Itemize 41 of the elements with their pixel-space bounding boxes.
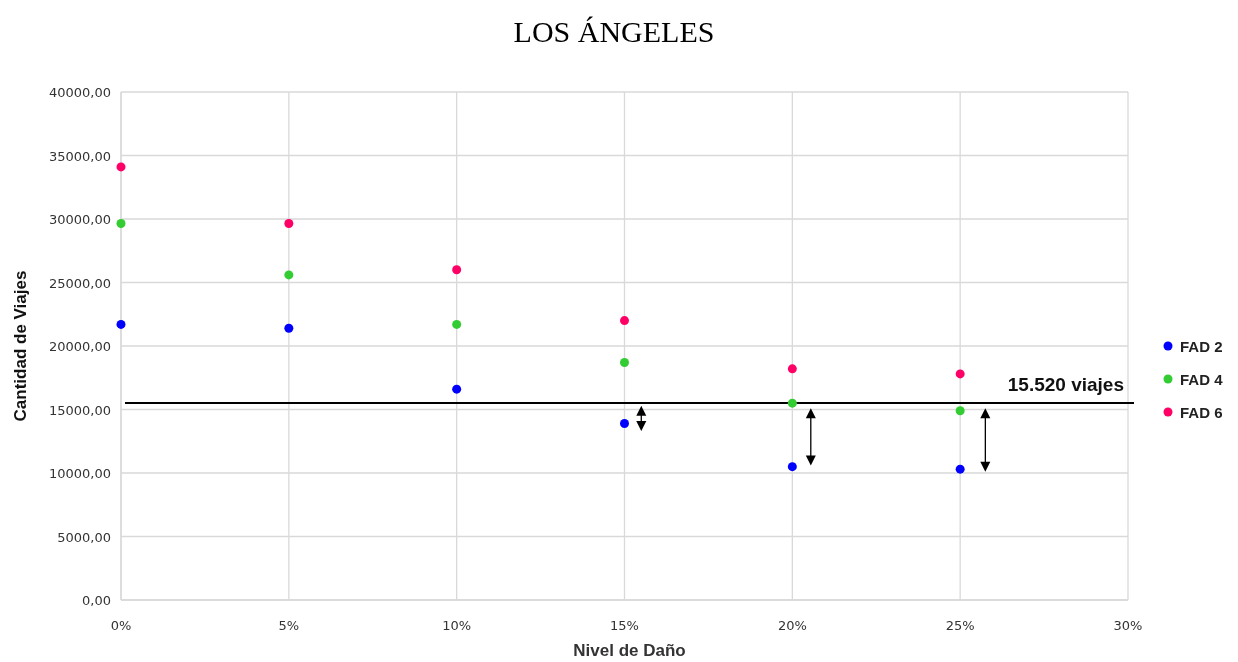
x-tick-label: 20% (777, 618, 807, 633)
y-tick-label: 25000,00 (48, 275, 111, 291)
y-tick-label: 20000,00 (48, 339, 111, 354)
point (787, 364, 797, 374)
y-tick-label: 35000,00 (48, 148, 111, 164)
x-tick-label: 25% (945, 618, 975, 633)
ref-line-label: 15.520 viajes (1007, 373, 1124, 395)
point (620, 358, 629, 368)
point (284, 270, 294, 280)
y-tick-label: 10000,00 (48, 466, 111, 481)
y-tick-label: 5000,00 (57, 529, 111, 545)
point (452, 265, 462, 275)
point (284, 323, 294, 333)
legend-label: FAD 4 (1180, 371, 1224, 388)
point (284, 218, 294, 228)
point (452, 384, 462, 394)
point (955, 464, 965, 474)
point (955, 406, 965, 416)
x-axis-title: Nivel de Daño (573, 641, 686, 660)
x-tick-label: 0% (110, 618, 132, 633)
y-tick-label: 0,00 (82, 593, 111, 608)
legend-label: FAD 6 (1180, 404, 1223, 421)
chart-title: LOS ÁNGELES (513, 15, 715, 48)
x-tick-label: 10% (442, 618, 472, 633)
x-tick-label: 15% (610, 618, 639, 633)
point (787, 398, 797, 408)
y-axis-title: Cantidad de Viajes (11, 270, 30, 422)
point (452, 319, 462, 329)
point (116, 319, 126, 329)
point (116, 162, 126, 172)
x-tick-label: 5% (278, 618, 300, 633)
x-tick-label: 30% (1113, 618, 1143, 633)
point (116, 218, 126, 228)
y-tick-label: 40000,00 (48, 85, 111, 100)
legend-label: FAD 2 (1180, 338, 1223, 355)
point (955, 369, 965, 379)
y-tick-label: 30000,00 (48, 212, 111, 227)
point (620, 316, 629, 326)
point (787, 462, 797, 472)
point (620, 418, 629, 428)
y-tick-label: 15000,00 (48, 402, 111, 418)
